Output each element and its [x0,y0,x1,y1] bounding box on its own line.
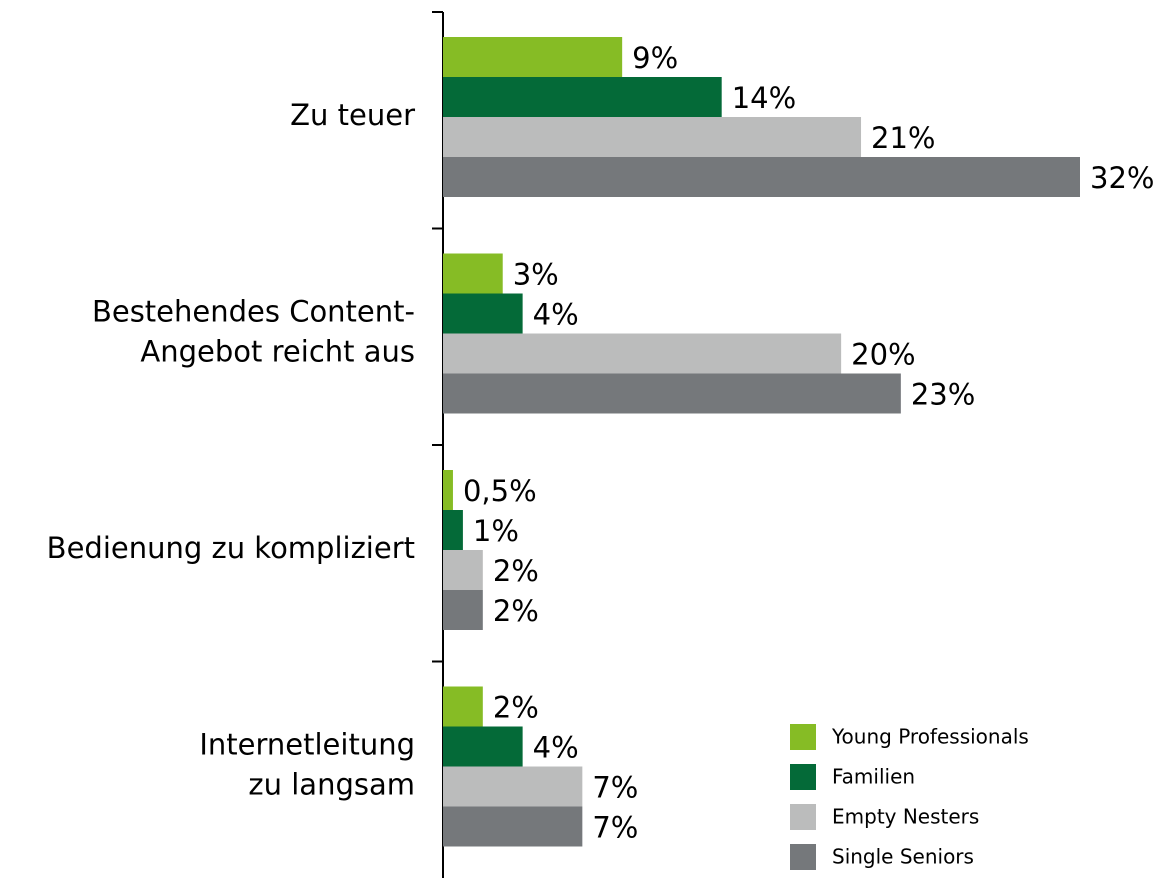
legend-label: Familien [832,765,915,789]
legend-label: Single Seniors [832,845,974,869]
bar [443,157,1080,197]
value-label: 23% [911,378,975,412]
legend-label: Empty Nesters [832,805,979,829]
bar [443,550,483,590]
bar [443,293,523,334]
value-label: 2% [493,554,539,588]
value-label: 20% [851,338,915,372]
value-label: 2% [493,594,539,628]
legend-swatch [790,764,816,790]
bar [443,117,862,157]
value-label: 4% [533,731,579,765]
category-label: Zu teuer [290,98,415,132]
bar [443,470,453,510]
category-label: Bedienung zu kompliziert [47,531,415,565]
value-label: 9% [632,41,678,75]
bar [443,77,722,117]
legend-swatch [790,804,816,830]
bar [443,373,901,414]
value-label: 7% [592,811,638,845]
value-label: 32% [1090,161,1154,195]
category-label: Internetleitung [199,728,415,762]
bar [443,806,583,847]
category-label: zu langsam [248,768,415,802]
value-label: 1% [473,514,519,548]
legend-label: Young Professionals [831,725,1029,749]
bar [443,590,483,630]
bar [443,510,463,550]
legend-swatch [790,844,816,870]
value-label: 2% [493,691,539,725]
category-label: Angebot reicht aus [140,335,415,369]
value-label: 4% [533,298,579,332]
bar [443,253,503,294]
bar [443,766,583,807]
bar [443,333,842,374]
value-label: 14% [732,81,796,115]
bar [443,37,623,77]
bar [443,686,483,727]
value-label: 7% [592,771,638,805]
value-label: 0,5% [463,474,537,508]
legend-swatch [790,724,816,750]
category-label: Bestehendes Content- [92,295,415,329]
bar [443,726,523,767]
value-label: 3% [513,258,559,292]
value-label: 21% [871,121,935,155]
